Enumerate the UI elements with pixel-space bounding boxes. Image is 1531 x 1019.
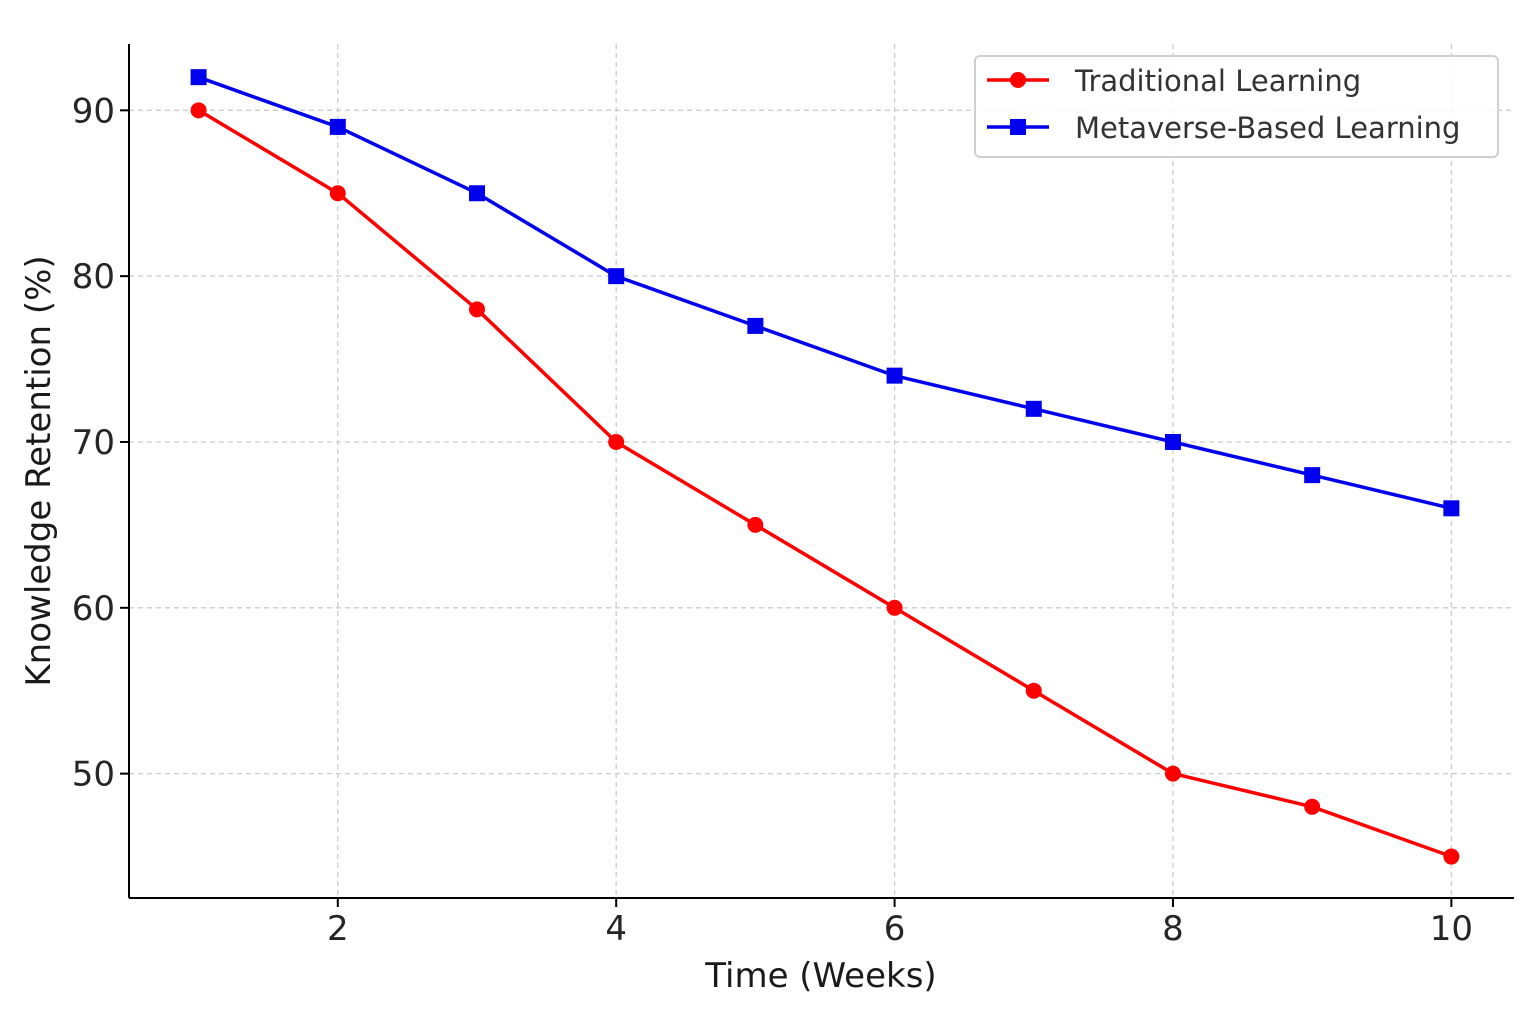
series-line-metaverse <box>198 75 1452 511</box>
point-traditional-week-3 <box>468 301 485 318</box>
y-tick-label-80: 80 <box>72 257 115 297</box>
x-tick-label-10: 10 <box>1430 909 1473 949</box>
point-metaverse-week-9 <box>1304 467 1321 484</box>
y-tick-label-60: 60 <box>72 589 115 629</box>
point-metaverse-week-4 <box>608 268 625 285</box>
point-traditional-week-9 <box>1304 798 1321 815</box>
point-traditional-week-5 <box>747 516 764 533</box>
legend: Traditional Learning Metaverse-Based Lea… <box>974 55 1499 158</box>
point-traditional-week-4 <box>608 433 625 450</box>
series-group <box>190 69 1460 865</box>
legend-marker-traditional <box>1010 72 1026 88</box>
point-metaverse-week-6 <box>886 367 903 384</box>
point-metaverse-week-7 <box>1025 400 1042 417</box>
point-traditional-week-8 <box>1164 765 1181 782</box>
x-tick-label-4: 4 <box>605 909 627 949</box>
point-traditional-week-10 <box>1443 848 1460 865</box>
y-tick-label-50: 50 <box>72 755 115 795</box>
point-traditional-week-7 <box>1025 682 1042 699</box>
point-metaverse-week-1 <box>190 69 207 86</box>
x-tick-label-2: 2 <box>327 909 349 949</box>
x-tick-label-8: 8 <box>1162 909 1184 949</box>
point-metaverse-week-8 <box>1164 433 1181 450</box>
legend-marker-metaverse <box>1010 119 1026 135</box>
legend-label-traditional: Traditional Learning <box>1074 64 1361 98</box>
point-metaverse-week-5 <box>747 317 764 334</box>
point-metaverse-week-2 <box>329 118 346 135</box>
x-axis-label: Time (Weeks) <box>704 956 936 996</box>
point-traditional-week-2 <box>329 185 346 202</box>
legend-frame <box>974 55 1499 158</box>
y-tick-label-70: 70 <box>72 423 115 463</box>
legend-label-metaverse: Metaverse-Based Learning <box>1075 111 1460 145</box>
point-traditional-week-1 <box>190 102 207 119</box>
y-axis-label: Knowledge Retention (%) <box>19 255 59 686</box>
y-tick-label-90: 90 <box>72 91 115 131</box>
point-traditional-week-6 <box>886 599 903 616</box>
point-metaverse-week-10 <box>1443 500 1460 517</box>
point-metaverse-week-3 <box>468 185 485 202</box>
axes <box>128 44 1514 899</box>
x-tick-label-6: 6 <box>884 909 906 949</box>
ticks: 2 4 6 8 10 50 60 70 80 90 <box>72 91 1473 949</box>
series-line-traditional <box>197 108 1452 859</box>
